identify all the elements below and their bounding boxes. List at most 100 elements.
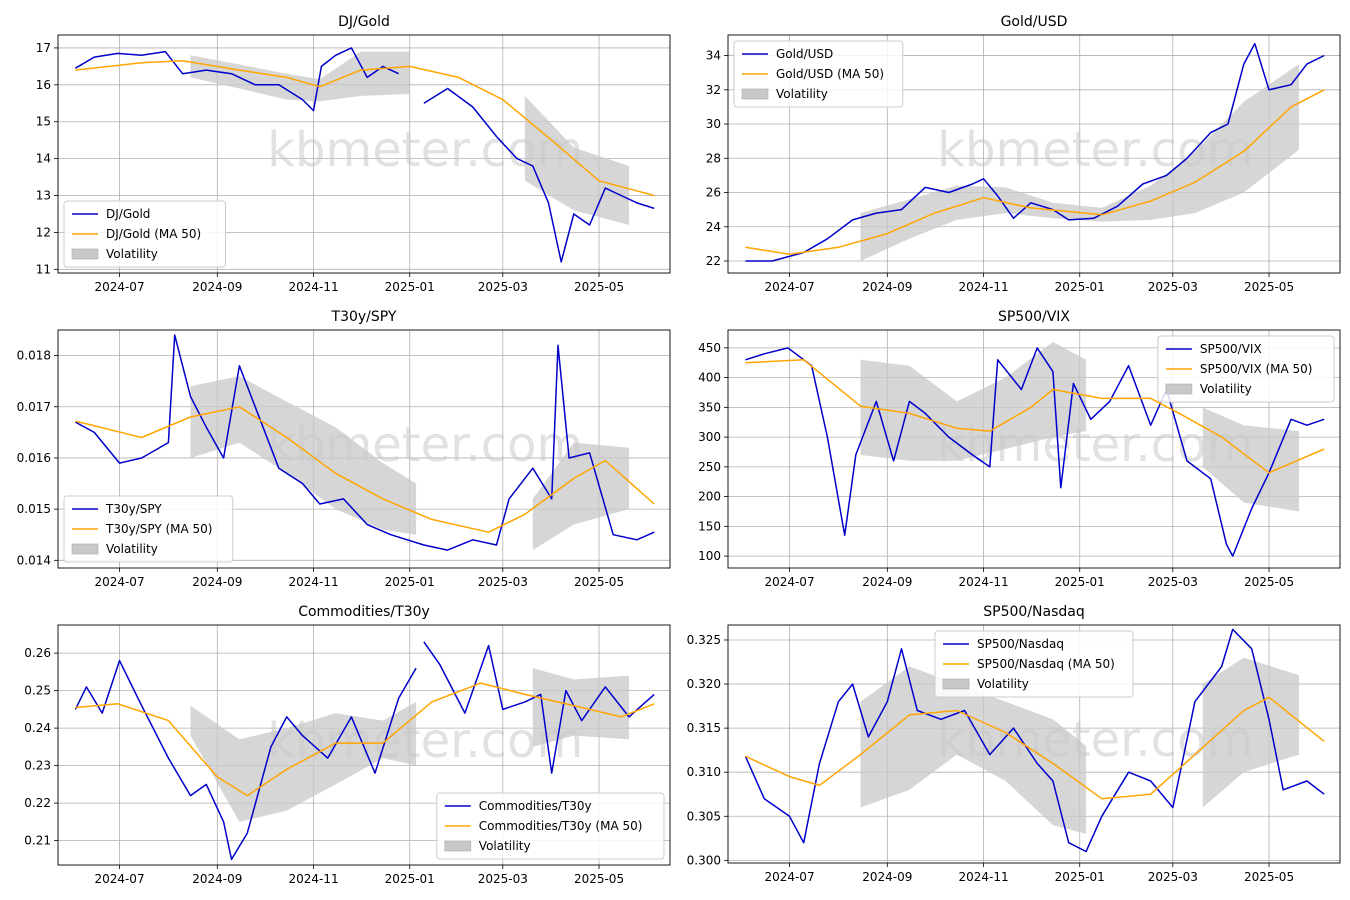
legend-volatility-swatch bbox=[71, 248, 99, 260]
legend-label: Volatility bbox=[977, 677, 1029, 691]
legend-box bbox=[63, 200, 226, 268]
axes-frame bbox=[727, 624, 1341, 864]
legend-label: Volatility bbox=[106, 542, 158, 556]
x-tick-label: 2024-07 bbox=[94, 280, 144, 294]
x-tick-label: 2024-11 bbox=[958, 575, 1008, 589]
series-line bbox=[74, 641, 655, 861]
plot-area bbox=[74, 641, 655, 861]
chart-title: Commodities/T30y bbox=[298, 604, 430, 620]
axes-frame bbox=[57, 329, 671, 569]
legend-box bbox=[733, 40, 904, 108]
x-tick-label: 2024-11 bbox=[288, 280, 338, 294]
legend-label: SP500/Nasdaq (MA 50) bbox=[977, 657, 1115, 671]
x-tick-label: 2025-03 bbox=[478, 872, 528, 886]
legend-label: Commodities/T30y (MA 50) bbox=[479, 819, 643, 833]
plot-area bbox=[744, 628, 1325, 853]
volatility-band bbox=[524, 95, 629, 226]
x-tick-label: 2025-01 bbox=[1055, 870, 1105, 884]
axes-frame bbox=[727, 34, 1341, 274]
x-tick-label: 2025-01 bbox=[1055, 280, 1105, 294]
volatility-band bbox=[190, 701, 417, 822]
moving-average-line bbox=[75, 406, 655, 533]
legend-volatility-swatch bbox=[942, 678, 970, 690]
volatility-band bbox=[532, 442, 629, 551]
x-tick-label: 2025-05 bbox=[574, 575, 624, 589]
x-tick-label: 2025-03 bbox=[1148, 280, 1198, 294]
legend-box bbox=[934, 630, 1134, 698]
chart-title: T30y/SPY bbox=[331, 309, 397, 325]
y-tick-label: 0.325 bbox=[687, 633, 721, 647]
x-tick-label: 2025-01 bbox=[385, 575, 435, 589]
plot-area bbox=[75, 334, 655, 551]
y-tick-label: 400 bbox=[698, 371, 721, 385]
moving-average-line bbox=[75, 682, 655, 797]
x-tick-label: 2025-05 bbox=[1244, 280, 1294, 294]
plot-area bbox=[75, 47, 655, 263]
series-line bbox=[744, 628, 1325, 853]
y-tick-label: 17 bbox=[36, 41, 51, 55]
legend: DJ/Gold DJ/Gold (MA 50) Volatility bbox=[63, 200, 226, 268]
moving-average-line bbox=[745, 89, 1325, 255]
x-tick-label: 2025-05 bbox=[574, 280, 624, 294]
y-tick-label: 0.016 bbox=[17, 451, 51, 465]
x-tick-label: 2024-09 bbox=[862, 870, 912, 884]
x-tick-label: 2025-01 bbox=[385, 280, 435, 294]
y-tick-label: 32 bbox=[706, 83, 721, 97]
legend-label: DJ/Gold bbox=[106, 207, 150, 221]
y-tick-label: 11 bbox=[36, 262, 51, 276]
legend-label: Volatility bbox=[1200, 382, 1252, 396]
moving-average-line bbox=[75, 60, 655, 197]
x-tick-label: 2025-05 bbox=[1244, 870, 1294, 884]
legend-label: Gold/USD bbox=[776, 47, 833, 61]
y-tick-label: 14 bbox=[36, 152, 51, 166]
y-tick-label: 0.017 bbox=[17, 400, 51, 414]
y-tick-label: 0.23 bbox=[24, 759, 51, 773]
y-tick-label: 150 bbox=[698, 519, 721, 533]
legend: SP500/VIX SP500/VIX (MA 50) Volatility bbox=[1157, 335, 1335, 403]
volatility-band bbox=[860, 341, 1087, 461]
y-tick-label: 0.300 bbox=[687, 853, 721, 867]
y-tick-label: 0.22 bbox=[24, 796, 51, 810]
y-tick-label: 30 bbox=[706, 117, 721, 131]
y-tick-label: 22 bbox=[706, 254, 721, 268]
axes-frame bbox=[727, 329, 1341, 569]
x-tick-label: 2024-11 bbox=[288, 575, 338, 589]
legend-label: Volatility bbox=[479, 839, 531, 853]
legend: SP500/Nasdaq SP500/Nasdaq (MA 50) Volatili… bbox=[934, 630, 1134, 698]
moving-average-line bbox=[745, 696, 1325, 800]
y-tick-label: 12 bbox=[36, 225, 51, 239]
x-tick-label: 2024-07 bbox=[94, 575, 144, 589]
x-tick-label: 2024-07 bbox=[764, 870, 814, 884]
legend-label: T30y/SPY bbox=[105, 502, 162, 516]
y-tick-label: 0.015 bbox=[17, 502, 51, 516]
y-tick-label: 350 bbox=[698, 400, 721, 414]
chart-title: DJ/Gold bbox=[338, 14, 390, 30]
x-tick-label: 2024-07 bbox=[764, 280, 814, 294]
x-tick-label: 2025-05 bbox=[574, 872, 624, 886]
legend-label: Commodities/T30y bbox=[479, 799, 592, 813]
y-tick-label: 28 bbox=[706, 151, 721, 165]
x-tick-label: 2024-09 bbox=[192, 872, 242, 886]
axes-frame bbox=[57, 624, 671, 866]
volatility-band bbox=[860, 64, 1299, 262]
y-tick-label: 0.25 bbox=[24, 684, 51, 698]
y-tick-label: 0.320 bbox=[687, 677, 721, 691]
series-line bbox=[745, 347, 1325, 557]
legend-volatility-swatch bbox=[1165, 383, 1193, 395]
x-tick-label: 2025-05 bbox=[1244, 575, 1294, 589]
legend-label: SP500/Nasdaq bbox=[977, 637, 1064, 651]
x-tick-label: 2025-03 bbox=[478, 575, 528, 589]
legend-label: Gold/USD (MA 50) bbox=[776, 67, 884, 81]
series-line bbox=[75, 47, 655, 263]
plot-area bbox=[745, 341, 1325, 557]
legend-label: Volatility bbox=[106, 247, 158, 261]
legend-label: SP500/VIX (MA 50) bbox=[1200, 362, 1313, 376]
x-tick-label: 2025-03 bbox=[478, 280, 528, 294]
series-line bbox=[75, 334, 655, 551]
y-tick-label: 0.310 bbox=[687, 765, 721, 779]
volatility-band bbox=[190, 376, 417, 535]
x-tick-label: 2024-11 bbox=[958, 280, 1008, 294]
chart-title: SP500/VIX bbox=[998, 309, 1070, 325]
x-tick-label: 2024-11 bbox=[288, 872, 338, 886]
